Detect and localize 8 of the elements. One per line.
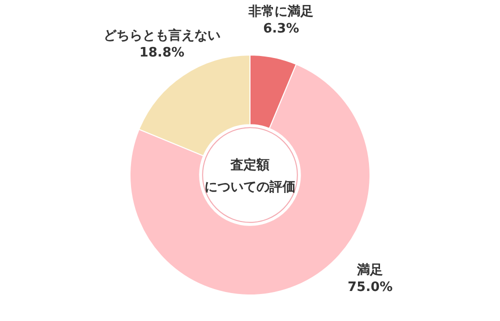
text: についての評価 bbox=[204, 179, 296, 195]
slice-label: 非常に満足 bbox=[248, 4, 314, 20]
slice-label: どちらとも言えない bbox=[103, 27, 220, 44]
data-label: 75.0% bbox=[348, 280, 393, 296]
text: 査定額 bbox=[230, 157, 270, 173]
data-label: 6.3% bbox=[263, 22, 300, 37]
data-label: 18.8% bbox=[139, 45, 184, 60]
slice-label: 満足 bbox=[356, 263, 384, 278]
